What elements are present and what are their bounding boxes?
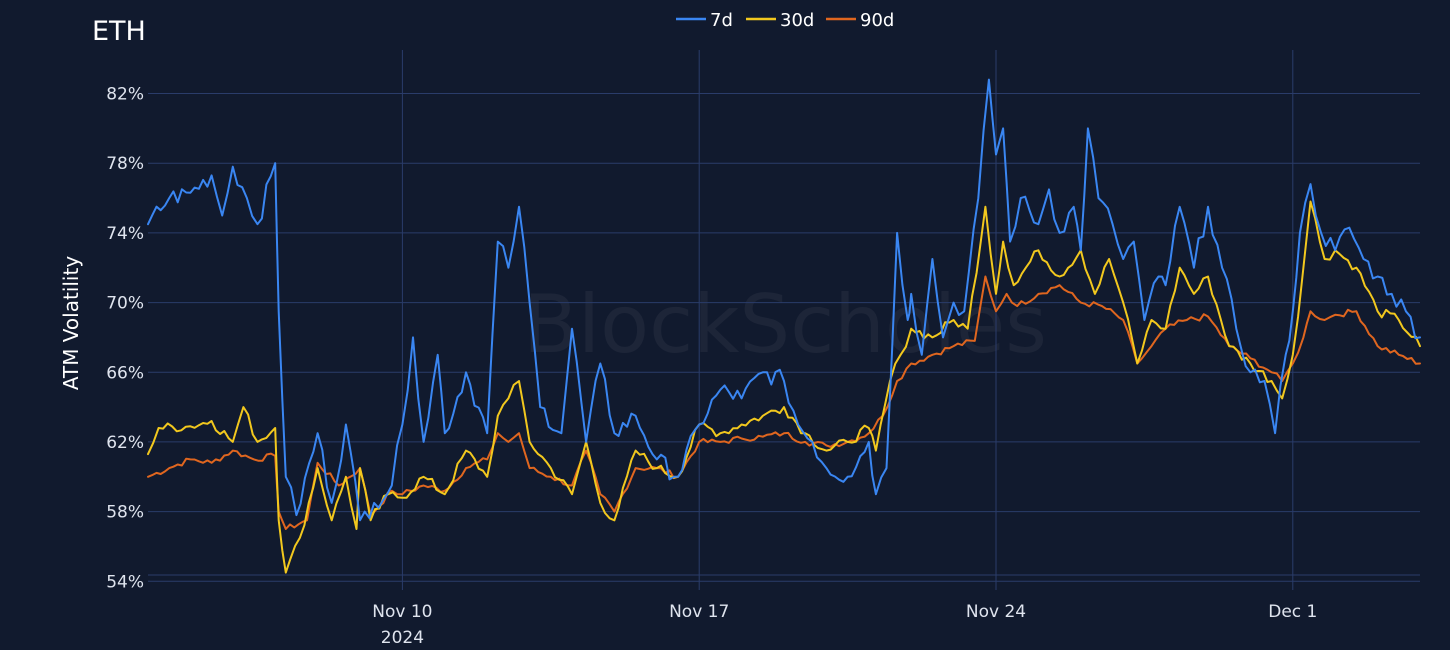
legend-label-90d[interactable]: 90d [860, 10, 894, 31]
y-tick-label: 58% [106, 503, 144, 523]
x-tick-label: Nov 17 [669, 602, 729, 622]
x-tick-year-label: 2024 [381, 628, 424, 648]
watermark: BlockScholes [523, 278, 1047, 371]
chart-title: ETH [92, 16, 146, 47]
y-axis-title: ATM Volatility [59, 256, 83, 390]
x-tick-label: Nov 24 [966, 602, 1026, 622]
series-line-30d [147, 200, 1421, 574]
legend: 7d 30d 90d [676, 10, 894, 31]
series-lines [147, 78, 1421, 574]
legend-label-7d[interactable]: 7d [710, 10, 733, 31]
y-axis-ticks: 54% 58% 62% 66% 70% 74% 78% 82% [106, 85, 144, 593]
x-axis-ticks: Nov 10 2024 Nov 17 Nov 24 Dec 1 [372, 602, 1317, 648]
y-tick-label: 54% [106, 572, 144, 592]
y-tick-label: 62% [106, 433, 144, 453]
series-line-7d [147, 78, 1421, 522]
y-tick-label: 66% [106, 363, 144, 383]
y-tick-label: 74% [106, 224, 144, 244]
x-tick-label: Dec 1 [1268, 602, 1317, 622]
y-tick-label: 70% [106, 294, 144, 314]
y-tick-label: 82% [106, 85, 144, 105]
grid [148, 50, 1420, 590]
series-line-90d [147, 275, 1421, 530]
x-tick-label: Nov 10 [372, 602, 432, 622]
y-tick-label: 78% [106, 154, 144, 174]
legend-label-30d[interactable]: 30d [780, 10, 814, 31]
